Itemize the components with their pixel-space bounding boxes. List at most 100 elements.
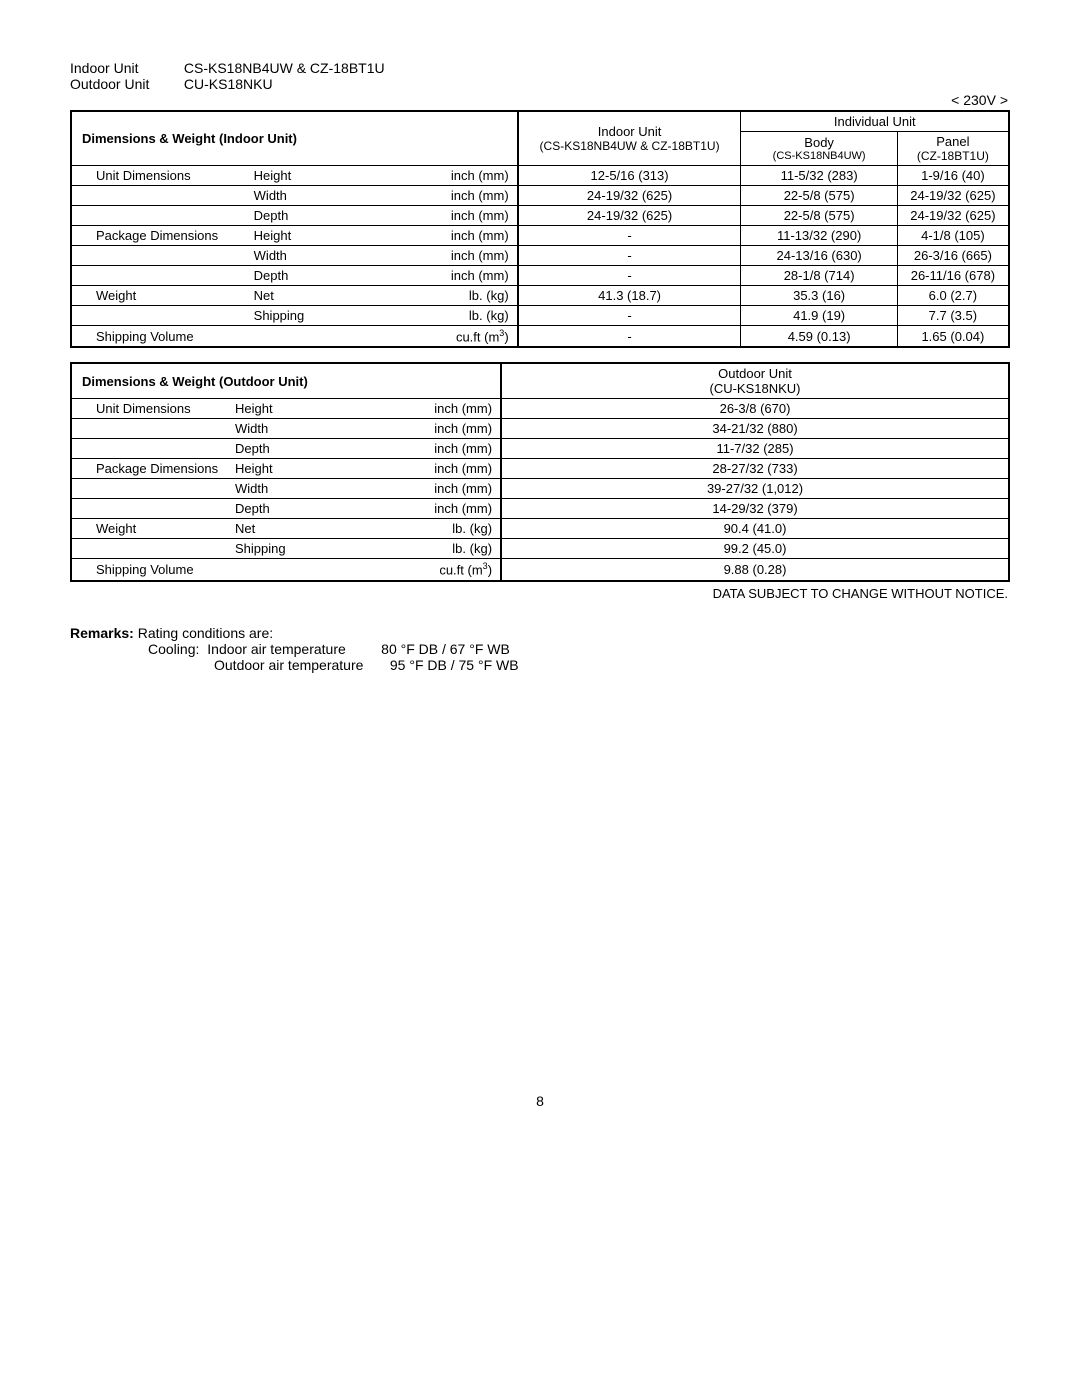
body-header-top: Body xyxy=(745,135,892,150)
row-label: Net xyxy=(231,519,371,539)
table-cell: - xyxy=(518,266,741,286)
indoor-unit-value: CS-KS18NB4UW & CZ-18BT1U xyxy=(184,60,385,76)
remarks-outdoor-temp-value: 95 °F DB / 75 °F WB xyxy=(390,657,519,673)
indoor-dimensions-table: Dimensions & Weight (Indoor Unit) Indoor… xyxy=(70,110,1010,348)
row-unit: inch (mm) xyxy=(371,459,501,479)
outdoor-col-header-sub: (CU-KS18NKU) xyxy=(506,381,1004,396)
row-group: Unit Dimensions xyxy=(71,166,250,186)
remarks-label: Remarks: xyxy=(70,625,134,641)
table-cell: 11-7/32 (285) xyxy=(501,439,1009,459)
row-unit: inch (mm) xyxy=(371,439,501,459)
outdoor-col-header-top: Outdoor Unit xyxy=(506,366,1004,381)
table-cell: 90.4 (41.0) xyxy=(501,519,1009,539)
remarks-indoor-temp-label: Indoor air temperature xyxy=(207,641,377,657)
row-unit: inch (mm) xyxy=(371,419,501,439)
table-cell: 12-5/16 (313) xyxy=(518,166,741,186)
table-cell: 35.3 (16) xyxy=(741,286,897,306)
table-cell: 4-1/8 (105) xyxy=(897,226,1009,246)
row-label: Height xyxy=(231,459,371,479)
row-group xyxy=(71,439,231,459)
row-unit: inch (mm) xyxy=(371,399,501,419)
individual-unit-header: Individual Unit xyxy=(741,111,1009,132)
remarks-indoor-temp-value: 80 °F DB / 67 °F WB xyxy=(381,641,510,657)
row-group xyxy=(71,246,250,266)
table-cell: 24-19/32 (625) xyxy=(897,206,1009,226)
remarks-block: Remarks: Rating conditions are: Cooling:… xyxy=(70,625,1010,673)
table-cell: 24-13/16 (630) xyxy=(741,246,897,266)
table-cell: 26-11/16 (678) xyxy=(897,266,1009,286)
row-unit: inch (mm) xyxy=(406,246,518,266)
row-unit: inch (mm) xyxy=(371,479,501,499)
row-group: Unit Dimensions xyxy=(71,399,231,419)
notice-text: DATA SUBJECT TO CHANGE WITHOUT NOTICE. xyxy=(70,586,1010,601)
row-label: Depth xyxy=(231,499,371,519)
outdoor-unit-label: Outdoor Unit xyxy=(70,76,180,92)
row-unit: inch (mm) xyxy=(371,499,501,519)
row-group: Package Dimensions xyxy=(71,226,250,246)
indoor-unit-label: Indoor Unit xyxy=(70,60,180,76)
row-group: Weight xyxy=(71,286,250,306)
row-unit: inch (mm) xyxy=(406,266,518,286)
row-unit: lb. (kg) xyxy=(371,519,501,539)
row-label: Depth xyxy=(231,439,371,459)
table-cell: - xyxy=(518,246,741,266)
table-cell: 26-3/16 (665) xyxy=(897,246,1009,266)
row-label: Shipping xyxy=(231,539,371,559)
page-number: 8 xyxy=(70,1093,1010,1109)
row-group xyxy=(71,539,231,559)
row-label: Height xyxy=(250,226,406,246)
outdoor-table-title: Dimensions & Weight (Outdoor Unit) xyxy=(71,363,501,399)
table-cell: 24-19/32 (625) xyxy=(897,186,1009,206)
table-cell: 22-5/8 (575) xyxy=(741,186,897,206)
indoor-shipping-volume-unit: cu.ft (m3) xyxy=(406,326,518,348)
table-cell: 11-5/32 (283) xyxy=(741,166,897,186)
row-group xyxy=(71,186,250,206)
outdoor-shipping-volume-unit: cu.ft (m3) xyxy=(371,559,501,581)
table-cell: 9.88 (0.28) xyxy=(501,559,1009,581)
table-cell: 26-3/8 (670) xyxy=(501,399,1009,419)
voltage-label: < 230V > xyxy=(70,92,1010,108)
row-group xyxy=(71,479,231,499)
outdoor-shipping-volume-label: Shipping Volume xyxy=(71,559,371,581)
row-label: Width xyxy=(250,246,406,266)
indoor-col-header-sub: (CS-KS18NB4UW & CZ-18BT1U) xyxy=(523,139,737,153)
row-unit: inch (mm) xyxy=(406,166,518,186)
table-cell: 22-5/8 (575) xyxy=(741,206,897,226)
panel-header-sub: (CZ-18BT1U) xyxy=(902,149,1004,163)
remarks-cooling-label: Cooling: xyxy=(148,641,199,657)
indoor-shipping-volume-label: Shipping Volume xyxy=(71,326,406,348)
table-cell: 41.3 (18.7) xyxy=(518,286,741,306)
row-label: Height xyxy=(231,399,371,419)
row-label: Net xyxy=(250,286,406,306)
row-unit: inch (mm) xyxy=(406,186,518,206)
table-cell: 99.2 (45.0) xyxy=(501,539,1009,559)
outdoor-unit-value: CU-KS18NKU xyxy=(184,76,273,92)
row-unit: lb. (kg) xyxy=(406,306,518,326)
table-cell: 1.65 (0.04) xyxy=(897,326,1009,348)
row-label: Height xyxy=(250,166,406,186)
row-group xyxy=(71,266,250,286)
indoor-col-header-top: Indoor Unit xyxy=(523,124,737,139)
table-cell: 28-27/32 (733) xyxy=(501,459,1009,479)
table-cell: 24-19/32 (625) xyxy=(518,206,741,226)
row-group xyxy=(71,499,231,519)
table-cell: 39-27/32 (1,012) xyxy=(501,479,1009,499)
table-cell: 24-19/32 (625) xyxy=(518,186,741,206)
row-unit: lb. (kg) xyxy=(371,539,501,559)
table-cell: - xyxy=(518,226,741,246)
row-unit: inch (mm) xyxy=(406,206,518,226)
table-cell: 4.59 (0.13) xyxy=(741,326,897,348)
table-cell: 1-9/16 (40) xyxy=(897,166,1009,186)
row-unit: lb. (kg) xyxy=(406,286,518,306)
row-unit: inch (mm) xyxy=(406,226,518,246)
remarks-line1: Rating conditions are: xyxy=(138,625,273,641)
row-label: Depth xyxy=(250,266,406,286)
table-cell: 7.7 (3.5) xyxy=(897,306,1009,326)
row-label: Width xyxy=(231,419,371,439)
row-label: Width xyxy=(250,186,406,206)
outdoor-dimensions-table: Dimensions & Weight (Outdoor Unit) Outdo… xyxy=(70,362,1010,581)
table-cell: 14-29/32 (379) xyxy=(501,499,1009,519)
body-header-sub: (CS-KS18NB4UW) xyxy=(745,150,892,162)
indoor-table-title: Dimensions & Weight (Indoor Unit) xyxy=(71,111,518,166)
row-group xyxy=(71,306,250,326)
